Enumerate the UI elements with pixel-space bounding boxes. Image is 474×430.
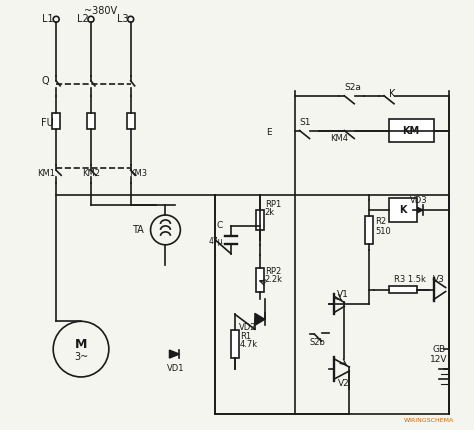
Text: S1: S1 <box>300 118 311 127</box>
Bar <box>389 119 434 142</box>
Text: L2: L2 <box>77 14 89 24</box>
Text: S2a: S2a <box>344 83 361 92</box>
Text: 2k: 2k <box>265 208 275 217</box>
Text: FU: FU <box>41 117 54 128</box>
Bar <box>365 216 373 244</box>
Text: R2: R2 <box>375 218 386 227</box>
Text: GB: GB <box>432 344 445 353</box>
Text: VD2: VD2 <box>239 323 257 332</box>
Bar <box>231 330 239 358</box>
Text: Q: Q <box>41 76 49 86</box>
Bar <box>127 113 135 129</box>
Text: KM3: KM3 <box>129 169 148 178</box>
Text: R1: R1 <box>240 332 251 341</box>
Text: 2.2k: 2.2k <box>265 275 283 284</box>
Text: KM1: KM1 <box>37 169 55 178</box>
Text: ~380V: ~380V <box>84 6 118 16</box>
Text: V1: V1 <box>337 290 349 299</box>
Text: S2b: S2b <box>310 338 326 347</box>
Bar <box>256 210 264 230</box>
Text: TA: TA <box>132 225 144 235</box>
Bar <box>87 113 95 129</box>
Text: KM2: KM2 <box>82 169 100 178</box>
Text: 3~: 3~ <box>74 352 88 362</box>
Text: 510: 510 <box>375 227 391 236</box>
Text: L1: L1 <box>42 14 54 24</box>
Bar <box>389 198 417 222</box>
Text: VD3: VD3 <box>410 196 428 205</box>
Text: VD1: VD1 <box>167 365 184 374</box>
Text: K: K <box>399 205 407 215</box>
Text: 47μ: 47μ <box>209 237 223 246</box>
Text: M: M <box>75 338 87 350</box>
Text: RP1: RP1 <box>265 200 281 209</box>
Text: C: C <box>217 221 223 230</box>
Text: KM4: KM4 <box>330 134 348 143</box>
Text: E: E <box>266 128 272 137</box>
Text: K: K <box>389 89 395 99</box>
Text: R3 1.5k: R3 1.5k <box>394 275 426 284</box>
Bar <box>52 113 60 129</box>
Bar <box>389 286 417 294</box>
Text: 4.7k: 4.7k <box>240 340 258 349</box>
Text: V2: V2 <box>337 379 349 388</box>
Text: L3: L3 <box>117 14 128 24</box>
Text: RP2: RP2 <box>265 267 281 276</box>
Polygon shape <box>255 313 265 325</box>
Polygon shape <box>169 350 179 358</box>
Text: WIRINGSCHEMA: WIRINGSCHEMA <box>404 418 454 423</box>
Text: 12V: 12V <box>430 355 447 363</box>
Polygon shape <box>413 205 423 215</box>
Bar <box>256 267 264 292</box>
Text: V3: V3 <box>433 275 445 284</box>
Text: KM: KM <box>402 126 419 135</box>
